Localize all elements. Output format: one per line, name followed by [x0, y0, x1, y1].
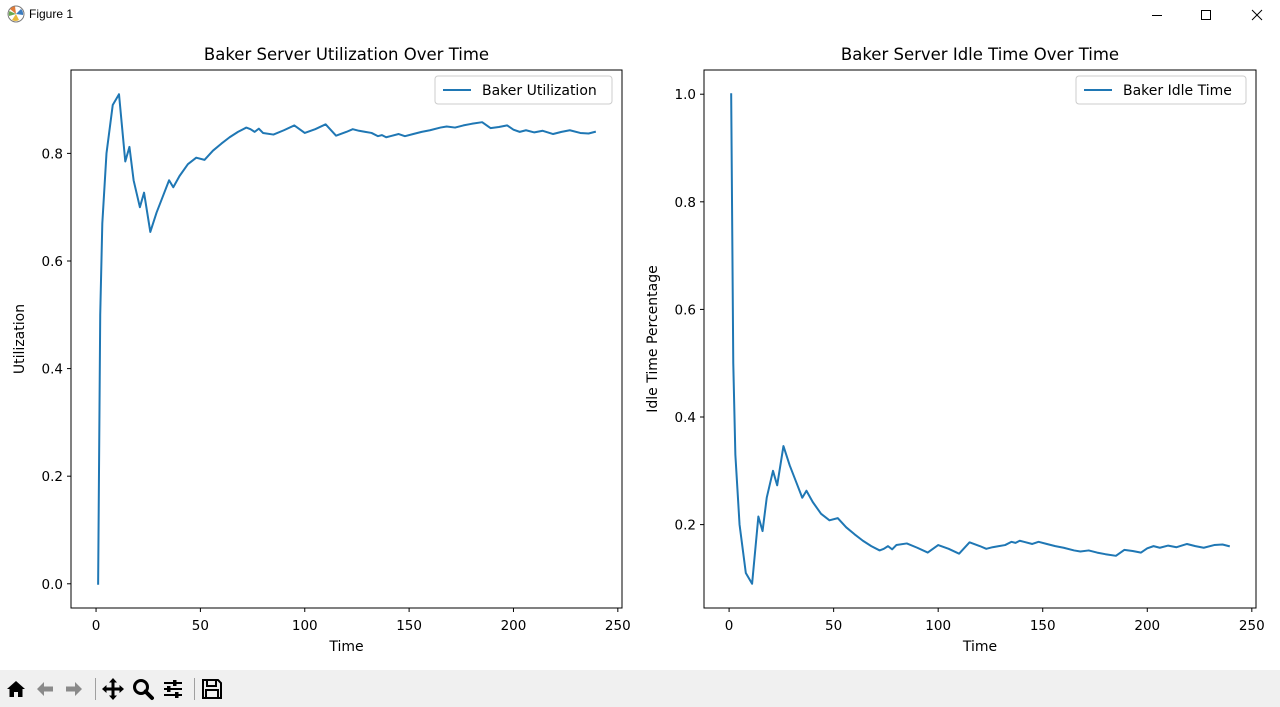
y-tick-label: 0.2	[42, 469, 63, 485]
x-tick-label: 250	[1239, 618, 1265, 634]
toolbar-separator	[95, 678, 96, 700]
pan-icon	[102, 678, 124, 700]
y-tick-label: 0.8	[675, 195, 696, 211]
x-axis-label: Time	[962, 639, 997, 655]
x-tick-label: 150	[1030, 618, 1056, 634]
x-axis-label: Time	[328, 639, 363, 655]
legend-box	[434, 75, 613, 105]
window-title: Figure 1	[29, 7, 74, 21]
x-tick-label: 50	[825, 618, 842, 634]
x-tick-label: 0	[92, 618, 101, 634]
x-tick-label: 200	[1134, 618, 1160, 634]
back-arrow-icon	[37, 682, 53, 696]
y-tick-label: 0.6	[42, 254, 63, 270]
y-axis-label: Utilization	[12, 304, 28, 374]
subplot-2: Baker Server Idle Time Over Time 0 50 100 15…	[645, 45, 1265, 655]
y-tick-label: 0.6	[675, 302, 696, 318]
y-tick-label: 0.2	[675, 518, 696, 534]
minimize-button[interactable]	[1134, 0, 1180, 30]
toolbar-separator	[194, 678, 195, 700]
figure-canvas: Baker Server Utilization Over Time 0 50 100…	[12, 45, 1265, 655]
zoom-icon	[133, 679, 154, 700]
pan-button[interactable]	[100, 676, 126, 702]
data-line-baker-utilization	[97, 93, 597, 585]
axes-frame	[703, 69, 1257, 609]
y-tick-label: 0.4	[42, 362, 63, 378]
legend-box	[1075, 75, 1247, 105]
y-tick-label: 0.8	[42, 146, 63, 162]
x-tick-label: 150	[396, 618, 422, 634]
legend: Baker Idle Time	[1075, 75, 1247, 105]
subplot-1: Baker Server Utilization Over Time 0 50 100…	[12, 45, 631, 655]
y-tick-label: 0.4	[675, 410, 696, 426]
y-axis-label: Idle Time Percentage	[645, 265, 661, 412]
x-tick-label: 100	[925, 618, 951, 634]
legend-label: Baker Utilization	[482, 83, 597, 99]
x-tick-label: 0	[725, 618, 734, 634]
x-tick-label: 200	[501, 618, 527, 634]
forward-button[interactable]	[61, 676, 87, 702]
close-icon	[1251, 9, 1263, 21]
x-tick-label: 250	[605, 618, 631, 634]
home-icon	[7, 681, 25, 697]
chart-title: Baker Server Idle Time Over Time	[841, 45, 1119, 64]
legend-label: Baker Idle Time	[1123, 83, 1232, 99]
y-tick-label: 1.0	[675, 87, 696, 103]
window-titlebar: Figure 1	[0, 0, 1280, 30]
forward-arrow-icon	[66, 682, 82, 696]
home-button[interactable]	[3, 676, 29, 702]
configure-subplots-button[interactable]	[160, 676, 186, 702]
save-button[interactable]	[199, 676, 225, 702]
maximize-button[interactable]	[1183, 0, 1229, 30]
x-tick-label: 100	[292, 618, 318, 634]
x-tick-label: 50	[192, 618, 209, 634]
axes-frame	[70, 69, 623, 609]
back-button[interactable]	[32, 676, 58, 702]
matplotlib-icon	[7, 5, 25, 23]
zoom-button[interactable]	[130, 676, 156, 702]
data-line-baker-idle-time	[730, 93, 1231, 585]
legend: Baker Utilization	[434, 75, 613, 105]
y-tick-label: 0.0	[42, 577, 63, 593]
navigation-toolbar	[0, 670, 1280, 707]
chart-title: Baker Server Utilization Over Time	[204, 45, 489, 64]
close-button[interactable]	[1234, 0, 1280, 30]
configure-subplots-icon	[164, 680, 182, 698]
maximize-icon	[1201, 10, 1211, 20]
save-icon	[202, 679, 222, 699]
minimize-icon	[1152, 15, 1162, 16]
